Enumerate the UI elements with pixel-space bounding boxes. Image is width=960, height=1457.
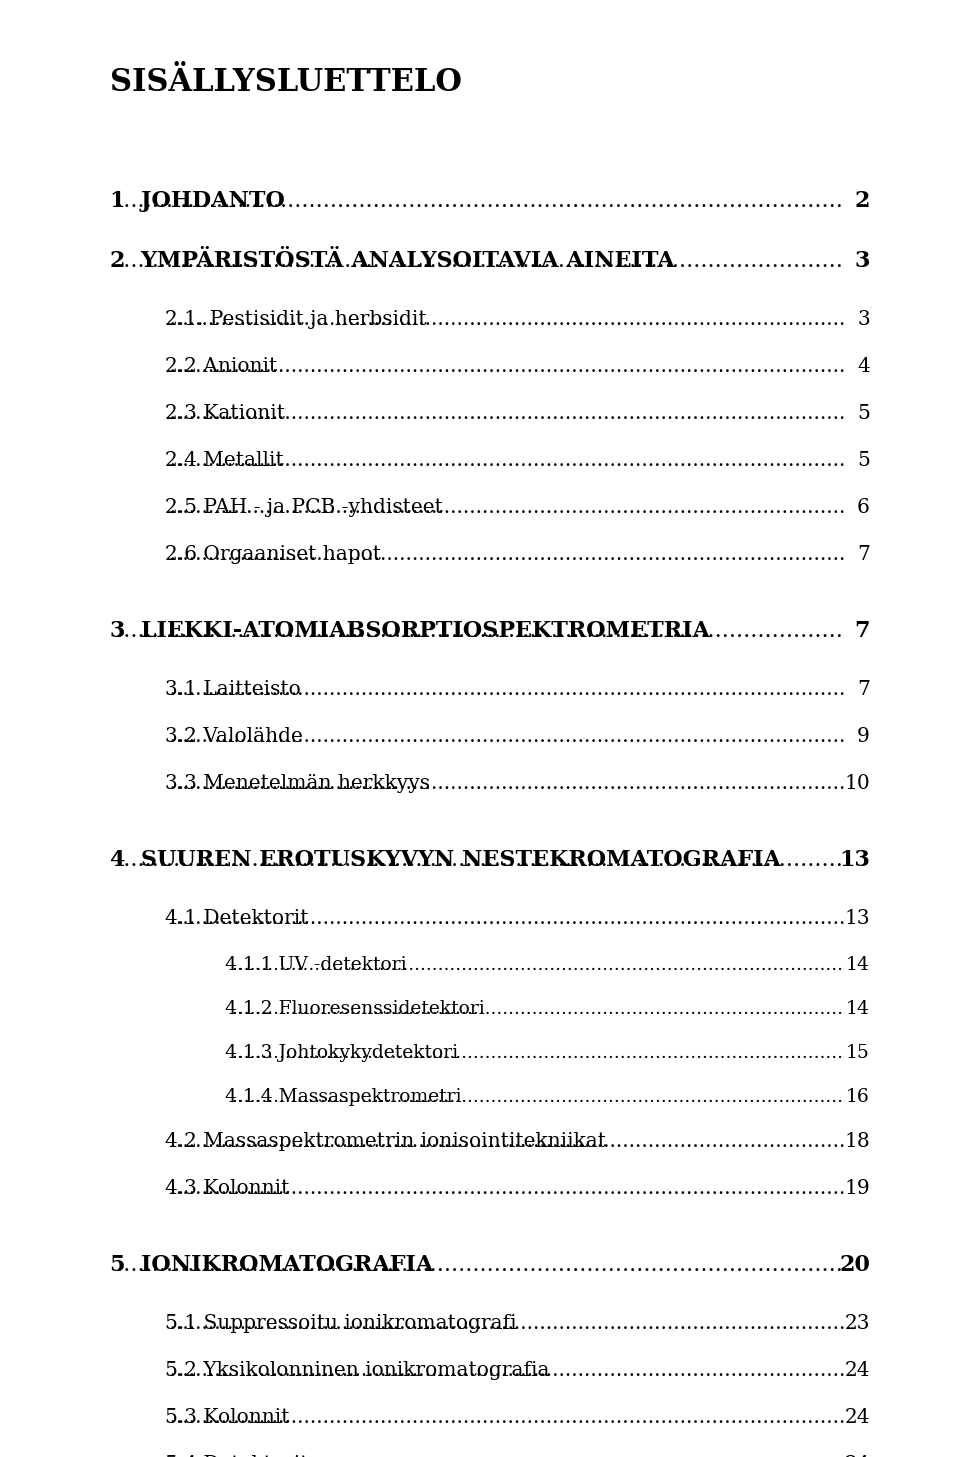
- Text: 2.3 Kationit: 2.3 Kationit: [165, 404, 285, 423]
- Text: 2.6 Orgaaniset hapot: 2.6 Orgaaniset hapot: [165, 545, 381, 564]
- Text: 3.2 Valolähde: 3.2 Valolähde: [165, 727, 302, 746]
- Text: ................................................................................: ........................................…: [53, 621, 907, 643]
- Text: 18: 18: [844, 1132, 870, 1151]
- Text: 3: 3: [854, 251, 870, 272]
- Text: ................................................................................: ........................................…: [125, 1314, 890, 1333]
- Text: 4.3 Kolonnit: 4.3 Kolonnit: [165, 1179, 289, 1198]
- Text: ................................................................................: ........................................…: [125, 909, 890, 928]
- Text: 10: 10: [844, 774, 870, 793]
- Text: ................................................................................: ........................................…: [125, 1456, 890, 1457]
- Text: 3.3 Menetelmän herkkyys: 3.3 Menetelmän herkkyys: [165, 774, 430, 793]
- Text: 5.1 Suppressoitu ionikromatografi: 5.1 Suppressoitu ionikromatografi: [165, 1314, 516, 1333]
- Text: 3: 3: [857, 310, 870, 329]
- Text: 4.1.2 Fluoresenssidetektori: 4.1.2 Fluoresenssidetektori: [225, 1000, 485, 1018]
- Text: 5  IONIKROMATOGRAFIA: 5 IONIKROMATOGRAFIA: [110, 1254, 433, 1276]
- Text: ................................................................................: ........................................…: [53, 189, 907, 213]
- Text: ................................................................................: ........................................…: [185, 956, 890, 973]
- Text: 4.1.3 Johtokykydetektori: 4.1.3 Johtokykydetektori: [225, 1045, 458, 1062]
- Text: ................................................................................: ........................................…: [125, 727, 890, 746]
- Text: 24: 24: [845, 1456, 870, 1457]
- Text: ................................................................................: ........................................…: [53, 1254, 907, 1276]
- Text: 7: 7: [857, 680, 870, 699]
- Text: 2.5 PAH - ja PCB -yhdisteet: 2.5 PAH - ja PCB -yhdisteet: [165, 498, 443, 517]
- Text: SISÄLLYSLUETTELO: SISÄLLYSLUETTELO: [110, 67, 462, 98]
- Text: 4.1 Detektorit: 4.1 Detektorit: [165, 909, 308, 928]
- Text: 2  YMPÄRISTÖSTÄ ANALYSOITAVIA AINEITA: 2 YMPÄRISTÖSTÄ ANALYSOITAVIA AINEITA: [110, 251, 675, 272]
- Text: 9: 9: [857, 727, 870, 746]
- Text: ................................................................................: ........................................…: [125, 310, 890, 329]
- Text: ................................................................................: ........................................…: [125, 1179, 890, 1198]
- Text: ................................................................................: ........................................…: [125, 452, 890, 471]
- Text: ................................................................................: ........................................…: [185, 1088, 890, 1106]
- Text: 1  JOHDANTO: 1 JOHDANTO: [110, 189, 285, 213]
- Text: 19: 19: [844, 1179, 870, 1198]
- Text: ................................................................................: ........................................…: [53, 251, 907, 272]
- Text: ................................................................................: ........................................…: [125, 774, 890, 793]
- Text: 2.1. Pestisidit ja herbsidit: 2.1. Pestisidit ja herbsidit: [165, 310, 426, 329]
- Text: 20: 20: [839, 1254, 870, 1276]
- Text: ................................................................................: ........................................…: [125, 498, 890, 517]
- Text: 5.3 Kolonnit: 5.3 Kolonnit: [165, 1407, 290, 1426]
- Text: ................................................................................: ........................................…: [125, 1132, 890, 1151]
- Text: 23: 23: [845, 1314, 870, 1333]
- Text: ................................................................................: ........................................…: [125, 680, 890, 699]
- Text: ................................................................................: ........................................…: [125, 1407, 890, 1426]
- Text: 5: 5: [857, 452, 870, 471]
- Text: 13: 13: [839, 849, 870, 871]
- Text: 15: 15: [846, 1045, 870, 1062]
- Text: 4.1.1 UV -detektori: 4.1.1 UV -detektori: [225, 956, 407, 973]
- Text: 14: 14: [846, 1000, 870, 1018]
- Text: 24: 24: [845, 1361, 870, 1380]
- Text: ................................................................................: ........................................…: [125, 545, 890, 564]
- Text: 4.1.4 Massaspektrometri: 4.1.4 Massaspektrometri: [225, 1088, 462, 1106]
- Text: ................................................................................: ........................................…: [185, 1000, 890, 1018]
- Text: 5: 5: [857, 404, 870, 423]
- Text: 3.1 Laitteisto: 3.1 Laitteisto: [165, 680, 300, 699]
- Text: 5.4 Detektorit: 5.4 Detektorit: [165, 1456, 308, 1457]
- Text: 7: 7: [854, 621, 870, 643]
- Text: 4.2 Massaspektrometrin ionisointitekniikat: 4.2 Massaspektrometrin ionisointitekniik…: [165, 1132, 606, 1151]
- Text: 6: 6: [857, 498, 870, 517]
- Text: ................................................................................: ........................................…: [125, 404, 890, 423]
- Text: ................................................................................: ........................................…: [185, 1045, 890, 1062]
- Text: 7: 7: [857, 545, 870, 564]
- Text: ................................................................................: ........................................…: [53, 849, 907, 871]
- Text: 5.2 Yksikolonninen ionikromatografia: 5.2 Yksikolonninen ionikromatografia: [165, 1361, 549, 1380]
- Text: 14: 14: [846, 956, 870, 973]
- Text: ................................................................................: ........................................…: [125, 357, 890, 376]
- Text: ................................................................................: ........................................…: [125, 1361, 890, 1380]
- Text: 2: 2: [854, 189, 870, 213]
- Text: 2.2 Anionit: 2.2 Anionit: [165, 357, 277, 376]
- Text: 4  SUUREN EROTUSKYVYN NESTEKROMATOGRAFIA: 4 SUUREN EROTUSKYVYN NESTEKROMATOGRAFIA: [110, 849, 780, 871]
- Text: 16: 16: [847, 1088, 870, 1106]
- Text: 3  LIEKKI-ATOMIABSORPTIOSPEKTROMETRIA: 3 LIEKKI-ATOMIABSORPTIOSPEKTROMETRIA: [110, 621, 709, 643]
- Text: 24: 24: [845, 1407, 870, 1426]
- Text: 4: 4: [857, 357, 870, 376]
- Text: 2.4 Metallit: 2.4 Metallit: [165, 452, 284, 471]
- Text: 13: 13: [845, 909, 870, 928]
